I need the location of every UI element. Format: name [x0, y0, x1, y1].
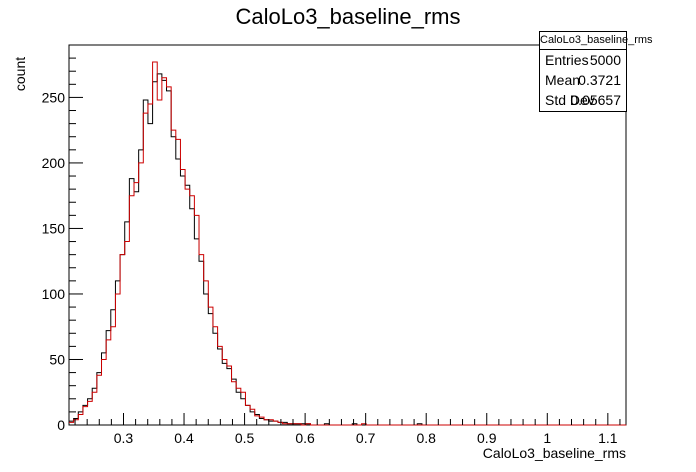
y-axis: 0 50 100 150 200 250: [42, 44, 83, 433]
x-tick-label: 0.8: [416, 430, 436, 446]
stats-row-stddev: Std Dev 0.05657: [540, 90, 626, 110]
x-tick-label: 1.1: [598, 430, 618, 446]
y-tick-label: 250: [42, 89, 66, 105]
stats-value: 0.05657: [570, 92, 621, 108]
stats-value: 5000: [589, 52, 621, 68]
histogram-series-1: [69, 73, 627, 426]
x-tick-label: 0.3: [114, 430, 134, 446]
y-axis-label: count: [12, 57, 28, 91]
stats-value: 0.3721: [578, 72, 621, 88]
y-tick-label: 150: [42, 220, 66, 236]
y-tick-label: 0: [57, 417, 65, 433]
y-tick-label: 200: [42, 155, 66, 171]
stats-label: Mean: [545, 72, 581, 88]
x-axis: 0.3 0.4 0.5 0.6 0.7 0.8 0.9 1 1.1: [74, 413, 621, 446]
stats-box: CaloLo3_baseline_rms Entries 5000 Mean 0…: [539, 31, 653, 112]
stats-label: Entries: [545, 52, 589, 68]
x-tick-label: 1: [543, 430, 551, 446]
stats-name: CaloLo3_baseline_rms: [540, 32, 653, 50]
chart-title: CaloLo3_baseline_rms: [235, 4, 461, 29]
stats-label: Std Dev: [545, 92, 595, 108]
stats-row-mean: Mean 0.3721: [540, 70, 626, 90]
histogram-layer: [69, 61, 627, 426]
x-tick-label: 0.9: [477, 430, 497, 446]
x-tick-label: 0.5: [235, 430, 255, 446]
x-tick-label: 0.7: [356, 430, 376, 446]
y-tick-label: 50: [49, 351, 65, 367]
y-tick-label: 100: [42, 286, 66, 302]
x-tick-label: 0.6: [295, 430, 315, 446]
stats-row-entries: Entries 5000: [540, 50, 626, 70]
x-axis-label: CaloLo3_baseline_rms: [483, 445, 626, 461]
x-tick-label: 0.4: [174, 430, 194, 446]
